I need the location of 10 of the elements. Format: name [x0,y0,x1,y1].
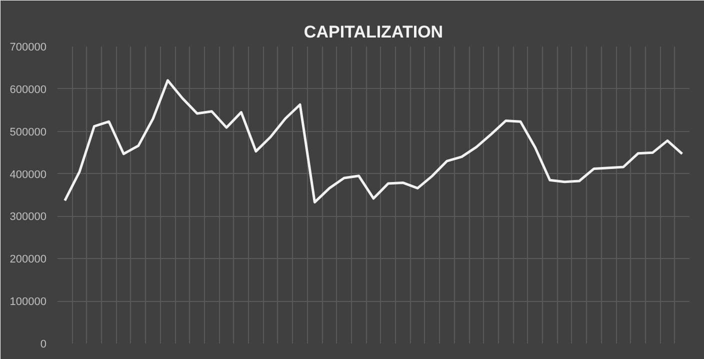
y-tick-label: 600000 [10,84,47,96]
y-tick-label: 0 [40,338,47,350]
y-tick-label: 700000 [10,42,47,54]
y-tick-label: 400000 [10,168,47,181]
y-tick-label: 300000 [10,211,47,224]
y-tick-label: 500000 [10,126,47,138]
line-series [64,79,684,204]
chart-title: CAPITALIZATION [304,22,444,42]
y-tick-label: 100000 [10,296,47,308]
y-tick-label: 200000 [10,254,47,266]
